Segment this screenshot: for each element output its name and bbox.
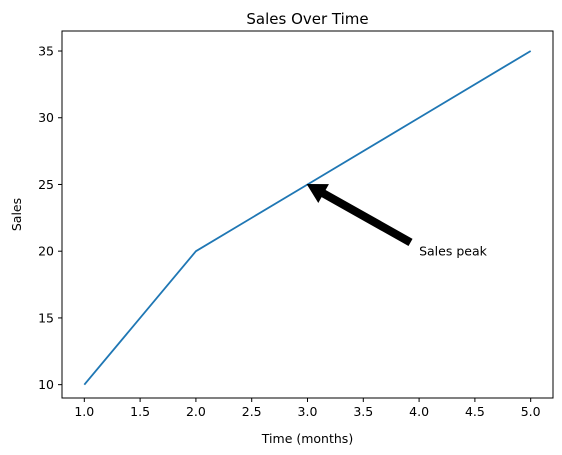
x-tick-label: 3.0 [298, 404, 318, 419]
annotation-arrow [306, 183, 413, 247]
y-tick-label: 30 [38, 110, 54, 125]
x-tick-label: 5.0 [521, 404, 541, 419]
y-tick-label: 15 [38, 310, 54, 325]
x-tick-label: 1.0 [74, 404, 94, 419]
x-tick-label: 2.0 [186, 404, 206, 419]
plot-frame [61, 30, 554, 399]
x-tick-label: 2.5 [242, 404, 262, 419]
x-axis-title: Time (months) [261, 431, 353, 446]
y-tick-label: 35 [38, 44, 54, 59]
chart-title: Sales Over Time [246, 10, 368, 28]
axis-layer: 1.0 1.5 2.0 2.5 3.0 3.5 4.0 4.5 5.0 10 15 20 25 30 35 [38, 30, 554, 419]
y-axis-title: Sales [9, 198, 24, 231]
annotation-label: Sales peak [419, 244, 488, 259]
x-tick-label: 4.5 [465, 404, 485, 419]
label-layer: Sales Over Time Time (months) Sales [9, 10, 369, 446]
y-tick-label: 10 [38, 377, 54, 392]
series-line [83, 50, 532, 386]
plot-layer: Sales peak [83, 50, 532, 386]
x-tick-label: 1.5 [130, 404, 150, 419]
y-tick-label: 25 [38, 177, 54, 192]
x-tick-label: 3.5 [353, 404, 373, 419]
x-tick-label: 4.0 [409, 404, 429, 419]
y-tick-label: 20 [38, 244, 54, 259]
